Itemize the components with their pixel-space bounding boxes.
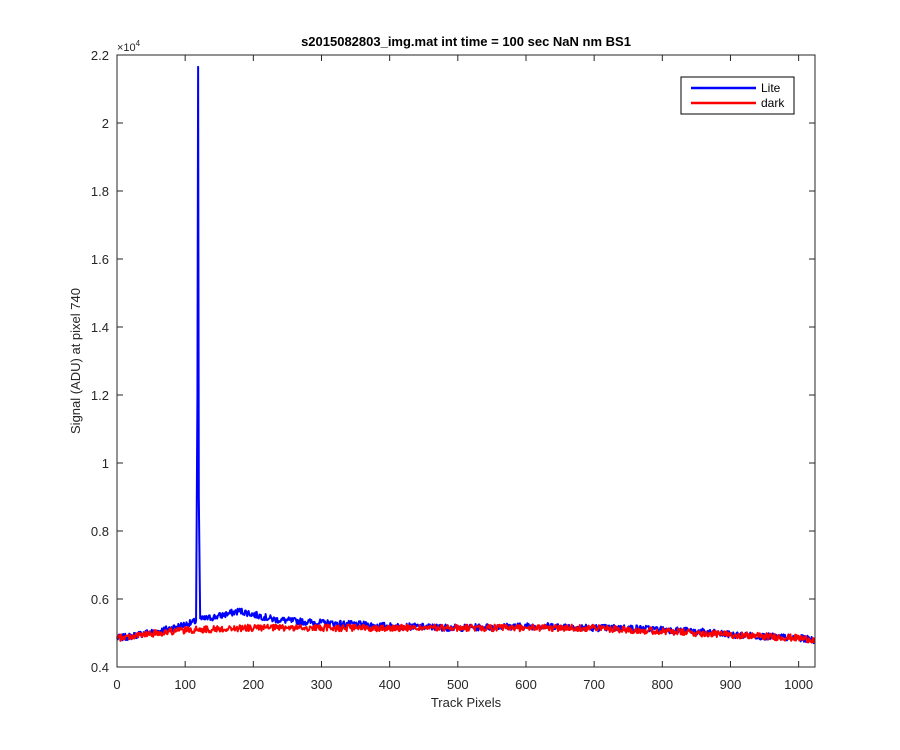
- series-layer: [116, 65, 816, 645]
- x-tick-label: 100: [174, 677, 196, 692]
- y-tick-label: 1: [102, 456, 109, 471]
- x-tick-label: 800: [651, 677, 673, 692]
- y-exponent-base: ×10: [117, 42, 136, 54]
- x-axis-ticks: 0 100 200 300 400 500 600 700 800 900 1000: [113, 55, 813, 692]
- series-line-dark: [116, 623, 816, 644]
- y-tick-label: 0.8: [91, 524, 109, 539]
- y-tick-label: 2: [102, 116, 109, 131]
- x-tick-label: 600: [515, 677, 537, 692]
- y-tick-label: 1.6: [91, 252, 109, 267]
- x-tick-label: 400: [379, 677, 401, 692]
- y-axis-label: Signal (ADU) at pixel 740: [68, 288, 83, 434]
- plot-area: 0 100 200 300 400 500 600 700 800 900 1000 0.40.60…: [91, 48, 816, 692]
- legend-box: [680, 76, 795, 115]
- x-tick-label: 700: [583, 677, 605, 692]
- axes-box: [117, 55, 815, 667]
- legend: Lite dark: [680, 76, 795, 115]
- y-tick-label: 0.4: [91, 660, 109, 675]
- y-tick-label: 1.8: [91, 184, 109, 199]
- y-tick-label: 1.2: [91, 388, 109, 403]
- legend-label-dark: dark: [761, 96, 785, 110]
- y-tick-label: 0.6: [91, 592, 109, 607]
- x-tick-label: 200: [242, 677, 264, 692]
- x-tick-label: 900: [720, 677, 742, 692]
- y-exponent-power: 4: [136, 39, 141, 48]
- axes-frame: [116, 54, 816, 668]
- legend-label-lite: Lite: [761, 81, 781, 95]
- y-axis-ticks: 0.4 0.6 0.8 1 1.2 1.4 1.6 1.8 2 2.2: [91, 48, 815, 675]
- x-tick-label: 0: [113, 677, 120, 692]
- y-tick-label: 2.2: [91, 48, 109, 63]
- x-axis-label: Track Pixels: [431, 695, 502, 710]
- y-axis-exponent: ×104: [117, 39, 141, 54]
- y-tick-label: 1.4: [91, 320, 109, 335]
- x-tick-label: 500: [447, 677, 469, 692]
- chart-title: s2015082803_img.mat int time = 100 sec N…: [301, 34, 631, 49]
- x-tick-label: 300: [311, 677, 333, 692]
- x-tick-label: 1000: [784, 677, 813, 692]
